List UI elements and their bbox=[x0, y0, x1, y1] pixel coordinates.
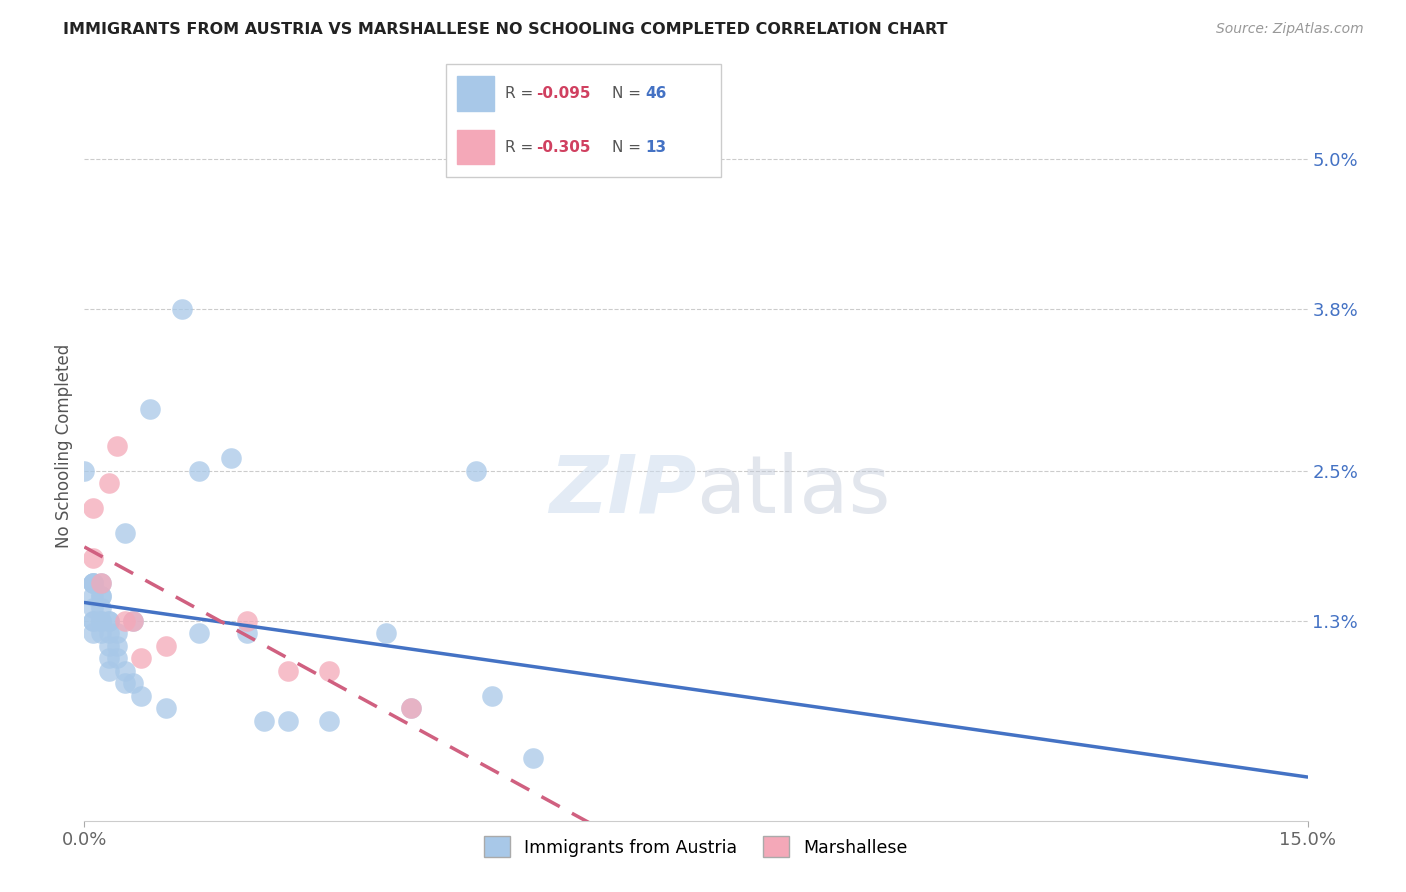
Text: Source: ZipAtlas.com: Source: ZipAtlas.com bbox=[1216, 22, 1364, 37]
Point bbox=[97, 626, 120, 640]
Point bbox=[138, 401, 160, 416]
Point bbox=[187, 626, 209, 640]
Point bbox=[105, 651, 128, 665]
Text: -0.095: -0.095 bbox=[536, 87, 591, 102]
Text: 46: 46 bbox=[645, 87, 666, 102]
Point bbox=[82, 551, 104, 566]
Point bbox=[122, 676, 145, 690]
Point bbox=[105, 626, 128, 640]
Point bbox=[90, 589, 112, 603]
Point bbox=[97, 614, 120, 628]
Point bbox=[90, 589, 112, 603]
Point bbox=[82, 501, 104, 516]
Point bbox=[253, 714, 276, 728]
Point bbox=[82, 601, 104, 615]
Point bbox=[464, 464, 486, 478]
Text: ZIP: ZIP bbox=[548, 452, 696, 530]
Point bbox=[114, 614, 136, 628]
Point bbox=[219, 451, 242, 466]
Point bbox=[522, 751, 544, 765]
Point bbox=[97, 639, 120, 653]
Point bbox=[90, 576, 112, 591]
Point bbox=[187, 464, 209, 478]
Point bbox=[114, 664, 136, 678]
Text: IMMIGRANTS FROM AUSTRIA VS MARSHALLESE NO SCHOOLING COMPLETED CORRELATION CHART: IMMIGRANTS FROM AUSTRIA VS MARSHALLESE N… bbox=[63, 22, 948, 37]
Text: 13: 13 bbox=[645, 139, 666, 154]
Point bbox=[97, 614, 120, 628]
Point bbox=[131, 689, 153, 703]
Point bbox=[82, 589, 104, 603]
Point bbox=[277, 714, 299, 728]
Point bbox=[105, 639, 128, 653]
Text: R =: R = bbox=[505, 139, 533, 154]
Point bbox=[122, 614, 145, 628]
Point bbox=[131, 651, 153, 665]
Text: R =: R = bbox=[505, 87, 533, 102]
Point bbox=[82, 614, 104, 628]
Point bbox=[82, 576, 104, 591]
Text: N =: N = bbox=[612, 139, 641, 154]
Point bbox=[481, 689, 503, 703]
Point bbox=[82, 626, 104, 640]
Point bbox=[82, 576, 104, 591]
Point bbox=[82, 576, 104, 591]
Text: -0.305: -0.305 bbox=[536, 139, 591, 154]
Point bbox=[90, 614, 112, 628]
Point bbox=[155, 701, 177, 715]
Point bbox=[399, 701, 422, 715]
Point bbox=[155, 639, 177, 653]
Point bbox=[90, 626, 112, 640]
Point bbox=[97, 476, 120, 491]
Point bbox=[90, 576, 112, 591]
Point bbox=[90, 601, 112, 615]
Point bbox=[97, 651, 120, 665]
Text: N =: N = bbox=[612, 87, 641, 102]
Point bbox=[172, 301, 194, 316]
Bar bbox=[457, 77, 494, 112]
Legend: Immigrants from Austria, Marshallese: Immigrants from Austria, Marshallese bbox=[477, 830, 915, 864]
Bar bbox=[457, 129, 494, 164]
FancyBboxPatch shape bbox=[446, 63, 721, 178]
Point bbox=[114, 526, 136, 541]
Point bbox=[105, 439, 128, 453]
Point bbox=[399, 701, 422, 715]
Point bbox=[375, 626, 398, 640]
Point bbox=[318, 714, 340, 728]
Point bbox=[73, 464, 96, 478]
Point bbox=[236, 626, 259, 640]
Point bbox=[97, 664, 120, 678]
Point bbox=[236, 614, 259, 628]
Point bbox=[114, 676, 136, 690]
Text: atlas: atlas bbox=[696, 452, 890, 530]
Point bbox=[318, 664, 340, 678]
Point bbox=[82, 614, 104, 628]
Point bbox=[277, 664, 299, 678]
Point bbox=[122, 614, 145, 628]
Y-axis label: No Schooling Completed: No Schooling Completed bbox=[55, 344, 73, 548]
Point bbox=[90, 614, 112, 628]
